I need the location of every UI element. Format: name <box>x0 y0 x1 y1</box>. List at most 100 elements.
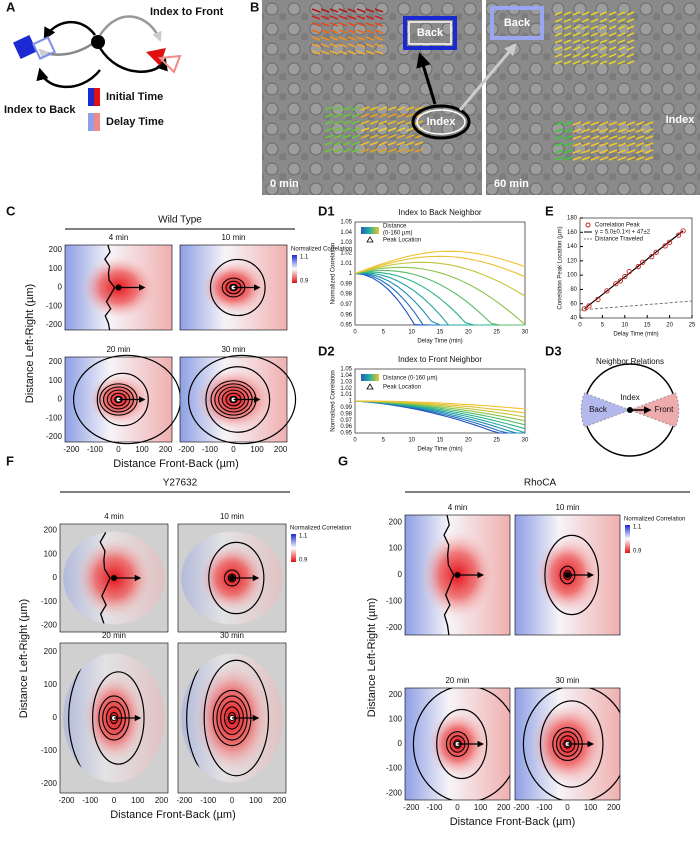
vector <box>581 18 590 23</box>
vector <box>365 15 375 20</box>
vector <box>572 39 581 44</box>
plot-frame <box>354 221 526 326</box>
vector <box>626 39 635 44</box>
legend-colorbar <box>361 374 379 381</box>
vector <box>617 11 626 16</box>
colorbar-tick: 0.9 <box>300 279 309 285</box>
x-tick-label: -100 <box>87 445 104 454</box>
vector <box>365 29 375 34</box>
y-tick-label: 0 <box>58 395 63 404</box>
y-tick-label: 1.04 <box>340 373 352 379</box>
vector <box>324 113 334 118</box>
plot-frame <box>179 356 288 443</box>
x-tick-label: 25 <box>689 323 696 329</box>
vector <box>608 135 618 140</box>
y-tick-label: 180 <box>567 216 578 222</box>
x-tick-label: 0 <box>112 796 117 805</box>
vector <box>356 43 366 48</box>
vector <box>608 11 617 16</box>
vector <box>626 149 636 154</box>
y-tick-label: -200 <box>386 788 403 797</box>
x-tick-label: 100 <box>249 796 263 805</box>
vector <box>635 149 645 154</box>
y-tick-label: -100 <box>386 764 403 773</box>
vector <box>342 148 352 153</box>
x-axis-label: Distance Front-Back (µm) <box>450 816 576 828</box>
x-tick-label: 15 <box>437 438 444 444</box>
y-tick-label: 0.96 <box>340 424 352 430</box>
point <box>640 259 646 265</box>
curve <box>354 255 526 278</box>
legend-label: Distance Traveled <box>595 237 643 243</box>
point <box>595 296 601 303</box>
point <box>635 263 641 270</box>
vector <box>329 50 339 55</box>
vector <box>554 149 564 154</box>
vector <box>356 50 366 55</box>
vector <box>342 120 352 125</box>
x-tick-label: 0 <box>455 803 460 812</box>
legend-label: Peak Location <box>383 385 421 391</box>
panel-label: D1 <box>318 203 335 218</box>
colorbar-tick: 1.1 <box>300 255 309 261</box>
x-tick-label: 200 <box>274 445 288 454</box>
contour <box>443 515 455 635</box>
point <box>653 249 659 255</box>
vector <box>590 18 599 23</box>
vector <box>626 142 636 147</box>
panel-a-schematic <box>13 15 182 131</box>
vector <box>338 36 348 41</box>
vector <box>626 25 635 30</box>
vector <box>378 120 388 125</box>
vector <box>572 156 582 161</box>
panel-label: G <box>338 453 348 468</box>
vector <box>554 25 563 30</box>
subplot-title: 30 min <box>220 631 244 640</box>
vector <box>360 148 370 153</box>
legend-label: Distance (0-160 µm) <box>383 376 437 382</box>
vector <box>554 60 563 65</box>
vector <box>563 156 573 161</box>
x-tick-label: 100 <box>131 796 145 805</box>
vector <box>599 156 609 161</box>
x-tick-label: 200 <box>155 796 169 805</box>
vector <box>396 134 406 139</box>
label: Front <box>655 405 674 414</box>
vector <box>311 43 321 48</box>
vector <box>405 141 415 146</box>
vector <box>347 29 357 34</box>
y-tick-label: 1.02 <box>340 386 352 392</box>
vector <box>351 113 361 118</box>
legend-label: y = 5.0±0.1×t + 47±2 <box>595 230 651 236</box>
vector <box>599 142 609 147</box>
vector <box>554 11 563 16</box>
panel-label: B <box>250 0 259 14</box>
y-tick-label: 60 <box>570 301 577 307</box>
x-tick-label: 5 <box>382 330 386 336</box>
vector <box>374 50 384 55</box>
curve <box>354 261 526 297</box>
vector <box>360 134 370 139</box>
y-tick-label: 0.99 <box>340 281 352 287</box>
y-tick-label: 1.02 <box>340 250 352 256</box>
vector <box>369 127 379 132</box>
vector <box>590 128 600 133</box>
vector <box>581 156 591 161</box>
x-tick-label: 100 <box>474 803 488 812</box>
x-tick-label: 0 <box>353 330 357 336</box>
vector <box>554 142 564 147</box>
neighbor-diagram <box>580 363 680 457</box>
vector <box>563 128 573 133</box>
vector <box>347 8 357 13</box>
y-tick-label: -200 <box>46 320 63 329</box>
vector <box>356 36 366 41</box>
vector <box>396 148 406 153</box>
plot-title: Index to Front Neighbor <box>398 355 482 364</box>
x-tick-label: 20 <box>666 323 673 329</box>
vector <box>365 8 375 13</box>
vector <box>414 120 424 125</box>
colorbar <box>292 255 297 283</box>
vector <box>405 106 415 111</box>
x-axis-label: Distance Front-Back (µm) <box>113 458 239 470</box>
vector <box>347 50 357 55</box>
